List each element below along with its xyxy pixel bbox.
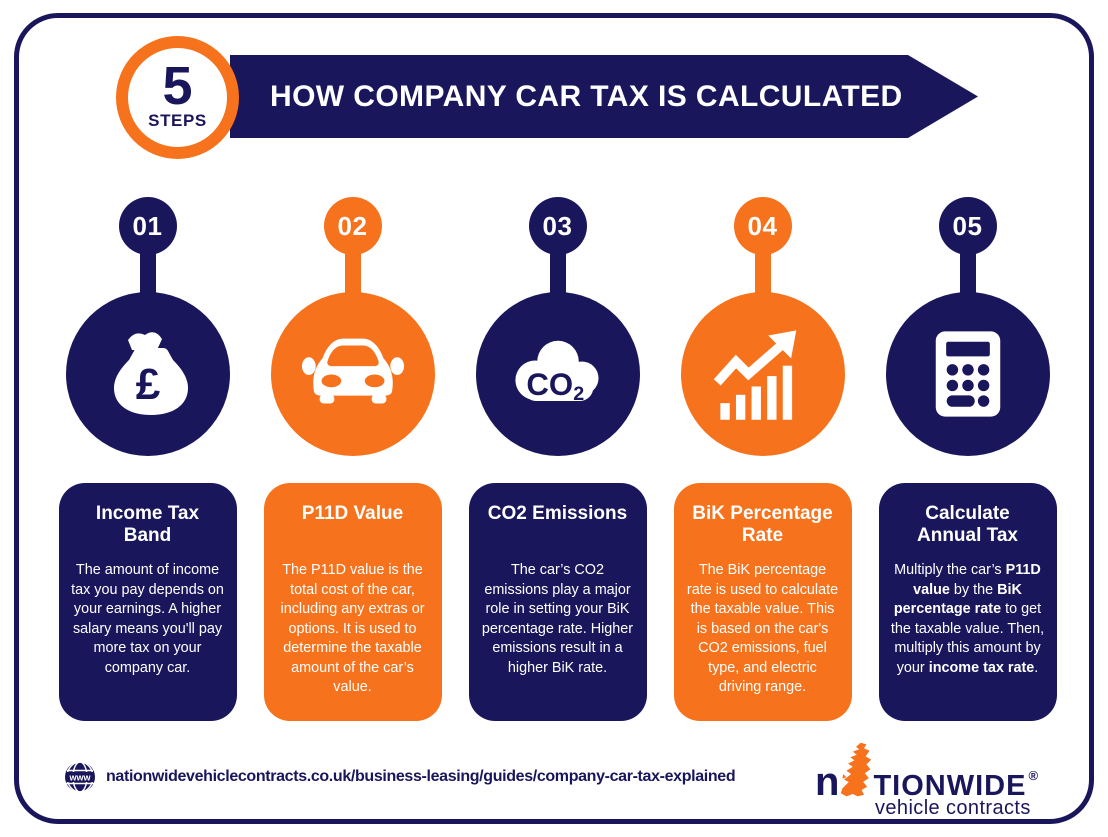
- car-icon: [270, 292, 435, 456]
- step-card: Income Tax Band The amount of income tax…: [58, 483, 237, 721]
- step-column-1: 01 £ Income Tax Band The amount of incom…: [45, 0, 250, 837]
- connector-stem: [549, 251, 566, 296]
- logo-letter-n: n: [815, 759, 840, 804]
- step-column-2: 02 P11D Value The P11D value is the tota…: [250, 0, 455, 837]
- card-title: Calculate Annual Tax: [917, 503, 1018, 547]
- card-title: CO2 Emissions: [487, 503, 628, 524]
- svg-text:2: 2: [573, 383, 584, 405]
- card-body: The car’s CO2 emissions play a major rol…: [481, 562, 634, 676]
- step-card: BiK Percentage Rate The BiK percentage r…: [673, 483, 852, 721]
- step-number-badge: 05: [938, 197, 997, 255]
- connector-stem: [344, 251, 361, 296]
- money-bag-icon: £: [65, 292, 230, 456]
- svg-text:£: £: [135, 360, 160, 409]
- connector-stem: [139, 251, 156, 296]
- step-number-badge: 02: [323, 197, 382, 255]
- card-title: P11D Value: [301, 503, 404, 524]
- five-steps-badge: 5 STEPS: [116, 36, 239, 159]
- uk-map-icon: [841, 742, 872, 797]
- svg-text:www: www: [68, 773, 91, 783]
- step-card: P11D Value The P11D value is the total c…: [263, 483, 442, 721]
- card-body: The P11D value is the total cost of the …: [280, 562, 425, 696]
- card-title: Income Tax Band: [95, 503, 200, 547]
- registered-trademark-icon: ®: [1028, 768, 1039, 783]
- title-banner: HOW COMPANY CAR TAX IS CALCULATED: [230, 55, 978, 138]
- connector-stem: [754, 251, 771, 296]
- page-border-frame: [14, 13, 1094, 824]
- footer-url: nationwidevehiclecontracts.co.uk/busines…: [106, 768, 736, 785]
- card-body: The BiK percentage rate is used to calcu…: [686, 562, 839, 696]
- step-number-badge: 03: [528, 197, 587, 255]
- calculator-icon: [885, 292, 1050, 456]
- co2-cloud-icon: CO 2: [475, 292, 640, 456]
- step-number-badge: 04: [733, 197, 792, 255]
- card-body: The amount of income tax you pay depends…: [71, 562, 224, 676]
- step-column-4: 04 BiK Percentage Rate The BiK percentag…: [660, 0, 865, 837]
- nationwide-logo: n TIONWIDE ® vehicle contracts: [815, 741, 1075, 820]
- step-number-badge: 01: [118, 197, 177, 255]
- badge-number: 5: [162, 55, 193, 116]
- growth-chart-icon: [680, 292, 845, 456]
- badge-label: STEPS: [148, 111, 207, 131]
- logo-wordmark: n TIONWIDE ®: [815, 741, 1075, 804]
- step-card: Calculate Annual Tax Multiply the car’s …: [878, 483, 1057, 721]
- page-title: HOW COMPANY CAR TAX IS CALCULATED: [270, 79, 903, 113]
- card-body: Multiply the car’s P11D value by the BiK…: [890, 562, 1045, 676]
- logo-subtitle: vehicle contracts: [875, 797, 1031, 819]
- globe-www-icon: www: [65, 761, 95, 793]
- logo-wordmark-text: TIONWIDE: [873, 770, 1027, 803]
- step-column-3: 03 CO 2 CO2 Emissions The car’s CO2 emis…: [455, 0, 660, 837]
- step-column-5: 05 Calculate Annual Tax Multiply the car…: [865, 0, 1070, 837]
- step-card: CO2 Emissions The car’s CO2 emissions pl…: [468, 483, 647, 721]
- svg-text:CO: CO: [526, 367, 573, 402]
- connector-stem: [959, 251, 976, 296]
- card-title: BiK Percentage Rate: [692, 503, 833, 547]
